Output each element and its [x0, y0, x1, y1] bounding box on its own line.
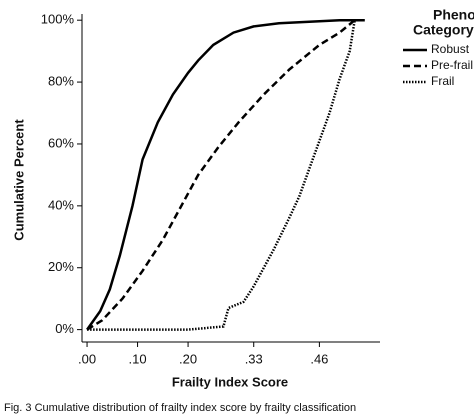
- legend-label: Frail: [431, 74, 454, 88]
- line: [87, 20, 356, 331]
- legend-label: Pre-frail: [431, 58, 473, 72]
- x-tick-label: .20: [179, 351, 197, 366]
- y-tick-label: 40%: [48, 197, 74, 212]
- line: [86, 19, 356, 331]
- y-tick-label: 100%: [41, 12, 75, 27]
- line: [86, 18, 365, 331]
- x-axis-label: Frailty Index Score: [172, 374, 288, 389]
- legend-title: Category: [413, 22, 474, 38]
- x-tick-label: .46: [310, 351, 328, 366]
- y-tick-label: 0%: [55, 321, 74, 336]
- legend-label: Robust: [431, 42, 470, 56]
- y-axis-label: Cumulative Percent: [11, 119, 26, 241]
- legend-title: Phenotype: [433, 7, 474, 23]
- x-tick-label: .00: [78, 351, 96, 366]
- y-tick-label: 80%: [48, 74, 74, 89]
- x-tick-label: .10: [129, 351, 147, 366]
- x-tick-label: .33: [245, 351, 263, 366]
- y-tick-label: 60%: [48, 135, 74, 150]
- caption: Fig. 3 Cumulative distribution of frailt…: [4, 402, 356, 414]
- y-tick-label: 20%: [48, 259, 74, 274]
